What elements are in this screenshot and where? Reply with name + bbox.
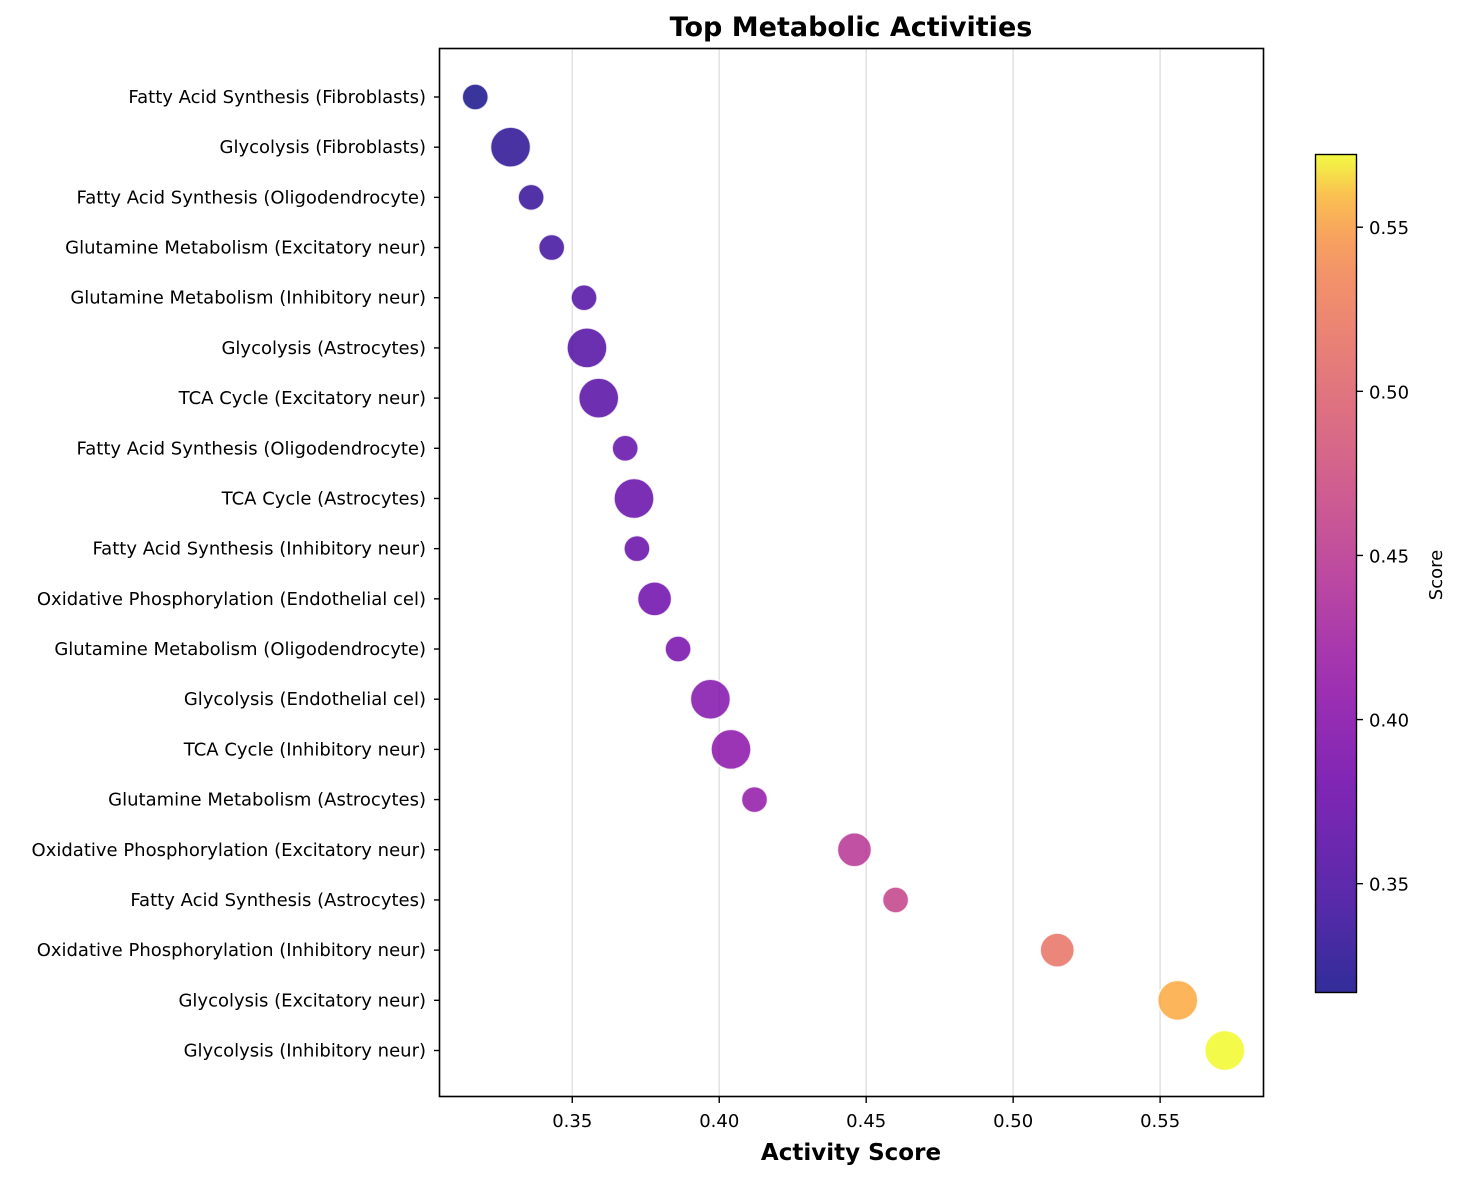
colorbar (1314, 153, 1358, 994)
data-point (881, 886, 910, 914)
data-point (566, 327, 608, 369)
data-point (623, 534, 651, 563)
y-tick-label: TCA Cycle (Astrocytes) (221, 488, 426, 509)
x-tick-label: 0.35 (552, 1111, 592, 1132)
x-tick-label: 0.55 (1140, 1111, 1180, 1132)
colorbar-label: Score (1426, 550, 1447, 600)
colorbar-tick-label: 0.40 (1369, 711, 1409, 732)
y-tick-label: Fatty Acid Synthesis (Inhibitory neur) (92, 539, 426, 560)
data-point (836, 832, 873, 868)
y-tick-label: Fatty Acid Synthesis (Oligodendrocyte) (77, 438, 426, 459)
y-tick-label: Glutamine Metabolism (Inhibitory neur) (70, 288, 426, 309)
x-axis-ticks: 0.35 0.40 0.45 0.50 0.55 (552, 1097, 1180, 1132)
colorbar-tick-label: 0.50 (1369, 382, 1409, 403)
data-point (1039, 932, 1075, 968)
data-point (664, 635, 692, 663)
y-tick-label: Oxidative Phosphorylation (Endothelial c… (37, 589, 426, 610)
x-axis-label: Activity Score (761, 1140, 941, 1166)
data-point (710, 728, 752, 771)
y-tick-label: Fatty Acid Synthesis (Fibroblasts) (128, 87, 426, 108)
y-tick-label: Glycolysis (Fibroblasts) (220, 137, 426, 158)
data-points (461, 83, 1246, 1072)
data-point (517, 183, 545, 212)
y-axis-ticks: Fatty Acid Synthesis (Fibroblasts) Glycol… (32, 87, 440, 1062)
data-point (611, 434, 639, 463)
y-tick-label: TCA Cycle (Excitatory neur) (178, 388, 426, 409)
data-point (489, 126, 532, 168)
data-point (570, 283, 598, 312)
y-tick-label: Glutamine Metabolism (Excitatory neur) (65, 238, 426, 259)
x-tick-label: 0.40 (699, 1111, 739, 1132)
data-point (613, 477, 655, 520)
y-tick-label: Glycolysis (Inhibitory neur) (184, 1041, 426, 1062)
data-point (689, 678, 732, 720)
data-point (461, 83, 490, 111)
x-tick-label: 0.50 (993, 1111, 1033, 1132)
y-tick-label: Glutamine Metabolism (Oligodendrocyte) (54, 639, 426, 660)
y-tick-label: Glycolysis (Astrocytes) (221, 338, 426, 359)
colorbar-tick-label: 0.55 (1369, 218, 1409, 239)
chart-title: Top Metabolic Activities (670, 12, 1033, 43)
data-point (740, 785, 769, 814)
colorbar-ticks: 0.35 0.40 0.45 0.50 0.55 (1356, 218, 1409, 896)
data-point (1157, 979, 1199, 1022)
data-point (1204, 1029, 1246, 1072)
y-tick-label: Glycolysis (Endothelial cel) (184, 689, 426, 710)
y-tick-label: TCA Cycle (Inhibitory neur) (183, 739, 426, 760)
data-point (537, 233, 566, 262)
colorbar-tick-label: 0.45 (1369, 546, 1409, 567)
y-tick-label: Fatty Acid Synthesis (Astrocytes) (130, 890, 426, 911)
data-point (636, 581, 673, 617)
data-point (577, 377, 620, 419)
y-tick-label: Fatty Acid Synthesis (Oligodendrocyte) (77, 187, 426, 208)
y-tick-label: Oxidative Phosphorylation (Inhibitory ne… (37, 940, 426, 961)
y-tick-label: Oxidative Phosphorylation (Excitatory ne… (32, 840, 426, 861)
y-tick-label: Glutamine Metabolism (Astrocytes) (108, 790, 426, 811)
plot-frame (438, 47, 1265, 1098)
colorbar-tick-label: 0.35 (1369, 875, 1409, 896)
y-tick-label: Glycolysis (Excitatory neur) (178, 990, 426, 1011)
x-tick-label: 0.45 (846, 1111, 886, 1132)
grid-lines (571, 49, 1161, 1097)
